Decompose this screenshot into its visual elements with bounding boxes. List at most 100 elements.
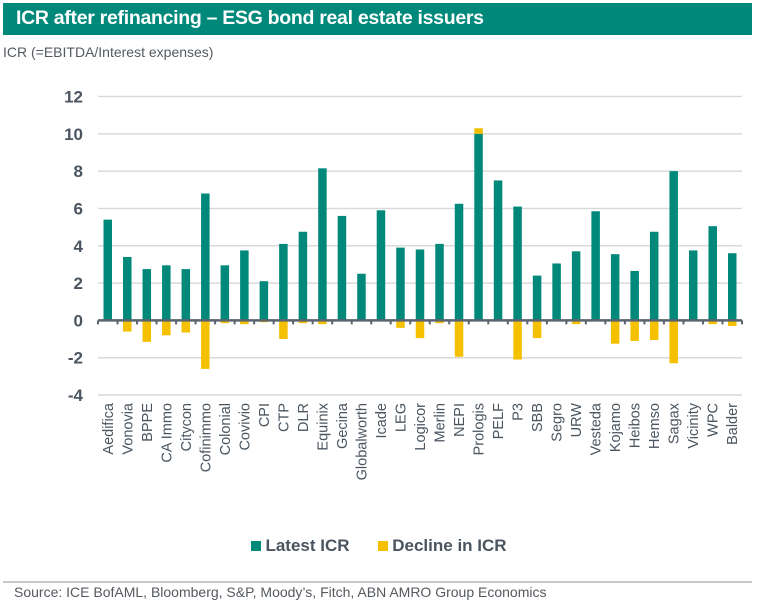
bar-decline-icr: [532, 320, 542, 339]
bar-decline-icr: [474, 128, 483, 134]
x-tick-label: Icade: [374, 403, 390, 438]
bar-latest-icr: [337, 215, 347, 321]
bar-decline-icr: [513, 320, 522, 360]
bar-latest-icr: [493, 180, 503, 321]
bar-latest-icr: [669, 171, 678, 321]
bar-latest-icr: [162, 265, 171, 321]
x-tick-label: Gecina: [335, 402, 351, 449]
bar-decline-icr: [454, 320, 464, 357]
x-tick-label: NEPI: [452, 403, 468, 437]
bar-latest-icr: [630, 270, 639, 321]
bar-latest-icr: [220, 265, 230, 321]
legend-label-latest-icr: Latest ICR: [265, 536, 350, 555]
bar-decline-icr: [240, 320, 249, 325]
x-tick-label: Prologis: [472, 403, 488, 455]
x-tick-label: BPPE: [140, 403, 156, 442]
y-tick-label: 4: [74, 237, 84, 256]
bar-latest-icr: [357, 273, 366, 321]
y-tick-label: 12: [64, 88, 83, 107]
bar-latest-icr: [649, 231, 659, 321]
bar-decline-icr: [396, 320, 405, 328]
chart-title: ICR after refinancing – ESG bond real es…: [16, 7, 484, 29]
x-tick-label: URW: [569, 403, 585, 438]
bar-latest-icr: [513, 206, 522, 321]
x-tick-label: Vesteda: [589, 402, 605, 455]
x-tick-label: Equinix: [315, 402, 331, 450]
x-tick-label: DLR: [296, 403, 312, 432]
x-tick-label: Citycon: [179, 403, 195, 451]
x-tick-label: Covivio: [237, 403, 253, 451]
bar-latest-icr: [123, 256, 132, 321]
x-tick-label: Segro: [550, 403, 566, 442]
bar-latest-icr: [240, 250, 249, 321]
bar-decline-icr: [571, 320, 581, 325]
chart-legend: Latest ICR Decline in ICR: [0, 536, 758, 556]
y-tick-label: 0: [74, 311, 83, 330]
bar-decline-icr: [123, 320, 132, 332]
bar-decline-icr: [708, 320, 717, 325]
bar-latest-icr: [415, 249, 425, 321]
bar-decline-icr: [298, 320, 308, 324]
x-tick-label: CPI: [257, 403, 273, 427]
bar-decline-icr: [415, 320, 425, 339]
x-tick-label: PELF: [491, 403, 507, 439]
bar-decline-icr: [142, 320, 152, 342]
x-tick-label: WPC: [706, 403, 722, 437]
legend-item-latest-icr: Latest ICR: [251, 536, 350, 556]
bar-latest-icr: [201, 193, 210, 321]
x-tick-label: Globalworth: [354, 403, 370, 480]
bar-decline-icr: [220, 320, 230, 324]
bar-latest-icr: [259, 281, 269, 321]
bar-latest-icr: [142, 269, 152, 321]
bar-latest-icr: [103, 219, 113, 321]
bar-decline-icr: [181, 320, 191, 333]
bar-latest-icr: [298, 231, 308, 321]
x-tick-label: Sagax: [667, 402, 683, 444]
bar-latest-icr: [279, 243, 288, 321]
bar-decline-icr: [162, 320, 171, 336]
bar-latest-icr: [435, 243, 444, 321]
bar-latest-icr: [396, 247, 405, 321]
x-tick-label: CTP: [276, 403, 292, 432]
bar-latest-icr: [474, 133, 483, 321]
x-tick-label: Vonovia: [120, 402, 136, 455]
bar-decline-icr: [727, 320, 737, 326]
legend-item-decline-icr: Decline in ICR: [378, 536, 507, 556]
bar-decline-icr: [318, 320, 327, 325]
bar-latest-icr: [591, 211, 600, 321]
bar-decline-icr: [649, 320, 659, 340]
bar-decline-icr: [279, 320, 288, 340]
x-tick-label: SBB: [530, 403, 546, 432]
x-tick-label: Cofinimmo: [198, 403, 214, 472]
legend-label-decline-icr: Decline in ICR: [392, 536, 507, 555]
y-tick-label: 6: [74, 199, 83, 218]
legend-swatch-decline-icr: [378, 541, 389, 551]
x-tick-label: CA Immo: [159, 403, 175, 463]
x-tick-label: Hemso: [647, 403, 663, 449]
x-tick-label: Logicor: [413, 403, 429, 451]
y-tick-label: 10: [64, 125, 83, 144]
footer-divider: [3, 581, 752, 583]
bar-latest-icr: [610, 254, 620, 321]
chart-header-bar: ICR after refinancing – ESG bond real es…: [3, 3, 752, 35]
x-tick-label: Heibos: [628, 403, 644, 448]
bar-latest-icr: [688, 250, 698, 321]
bar-latest-icr: [727, 253, 737, 321]
y-tick-label: -2: [68, 349, 83, 368]
bar-latest-icr: [571, 251, 581, 321]
y-tick-label: 8: [74, 162, 83, 181]
x-tick-label: Merlin: [433, 403, 449, 442]
bar-latest-icr: [318, 168, 327, 321]
legend-swatch-latest-icr: [251, 541, 262, 551]
y-tick-label: -4: [68, 386, 84, 405]
y-tick-label: 2: [74, 274, 83, 293]
chart-subtitle: ICR (=EBITDA/Interest expenses): [3, 44, 214, 60]
x-tick-label: Colonial: [218, 403, 234, 455]
bar-latest-icr: [552, 263, 561, 321]
bar-decline-icr: [610, 320, 620, 344]
bar-latest-icr: [454, 203, 464, 321]
bar-decline-icr: [630, 320, 639, 341]
x-tick-label: Aedifica: [101, 402, 117, 455]
x-tick-label: Kojamo: [608, 403, 624, 452]
bar-latest-icr: [708, 226, 717, 321]
